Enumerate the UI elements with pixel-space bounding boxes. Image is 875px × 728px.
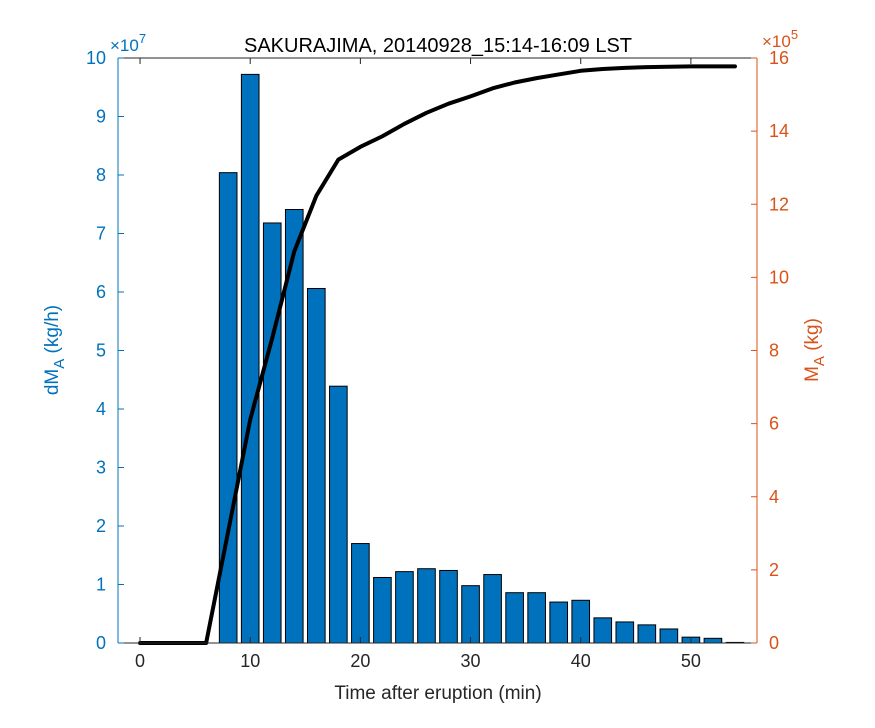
left-tick-label-10: 10 <box>86 48 106 68</box>
left-tick-label-3: 3 <box>96 458 106 478</box>
bar-14 <box>439 569 458 644</box>
left-axis-label: dMA (kg/h) <box>42 305 68 395</box>
left-tick-label-4: 4 <box>96 399 106 419</box>
bar-20 <box>571 599 591 644</box>
left-tick-label-1: 1 <box>96 575 106 595</box>
right-axis-label-sub: A <box>811 356 828 366</box>
bars-layer <box>218 73 745 644</box>
right-tick-label-8: 16 <box>769 48 789 68</box>
bar-23 <box>637 624 657 644</box>
x-tick-label-1: 10 <box>240 651 260 671</box>
left-tick-label-2: 2 <box>96 516 106 536</box>
x-tick-label-3: 30 <box>461 651 481 671</box>
bar-17 <box>505 592 524 644</box>
x-tick-label-5: 50 <box>681 651 701 671</box>
right-axis-label: MA (kg) <box>802 318 828 382</box>
right-tick-label-3: 6 <box>769 414 779 434</box>
right-tick-label-0: 0 <box>769 633 779 653</box>
line-layer <box>138 64 737 645</box>
cumulative-mass-line <box>138 64 737 645</box>
right-tick-label-7: 14 <box>769 121 789 141</box>
left-axis-exponent-power: 7 <box>139 31 146 46</box>
right-tick-label-2: 4 <box>769 487 779 507</box>
x-tick-label-0: 0 <box>135 651 145 671</box>
left-tick-label-0: 0 <box>96 633 106 653</box>
bar-26 <box>703 637 723 644</box>
bar-18 <box>527 592 546 644</box>
chart-title: SAKURAJIMA, 20140928_15:14-16:09 LST <box>244 35 632 57</box>
left-tick-label-6: 6 <box>96 282 106 302</box>
right-tick-label-5: 10 <box>769 267 789 287</box>
right-axis-exponent-base: ×10 <box>762 32 791 51</box>
bar-11 <box>373 576 392 644</box>
bar-6 <box>262 222 282 644</box>
right-tick-label-6: 12 <box>769 194 789 214</box>
bar-13 <box>417 568 436 644</box>
left-axis-exponent: ×107 <box>110 31 146 55</box>
right-axis-exponent-power: 5 <box>791 27 798 42</box>
left-axis-label-unit: (kg/h) <box>42 305 63 359</box>
right-tick-label-1: 2 <box>769 560 779 580</box>
left-tick-label-8: 8 <box>96 165 106 185</box>
bar-16 <box>483 574 502 644</box>
bar-21 <box>593 617 613 644</box>
x-axis-label: Time after eruption (min) <box>334 683 541 704</box>
left-axis-label-sub: A <box>51 359 68 369</box>
left-axis-exponent-base: ×10 <box>110 36 139 55</box>
bar-22 <box>615 621 635 644</box>
right-axis-label-main: M <box>802 366 823 382</box>
right-tick-label-4: 8 <box>769 341 779 361</box>
left-tick-label-5: 5 <box>96 341 106 361</box>
left-tick-label-7: 7 <box>96 224 106 244</box>
bar-9 <box>329 385 348 644</box>
x-tick-label-2: 20 <box>350 651 370 671</box>
bar-8 <box>307 287 326 644</box>
left-axis-label-main: dM <box>42 369 63 395</box>
x-tick-label-4: 40 <box>571 651 591 671</box>
bar-24 <box>659 628 679 644</box>
bar-15 <box>461 585 480 644</box>
right-axis-exponent: ×105 <box>762 27 798 51</box>
bar-19 <box>549 601 569 644</box>
right-axis-label-unit: (kg) <box>802 318 823 356</box>
bar-12 <box>395 571 414 644</box>
bar-10 <box>351 543 370 644</box>
bar-5 <box>240 73 260 644</box>
left-tick-label-9: 9 <box>96 107 106 127</box>
